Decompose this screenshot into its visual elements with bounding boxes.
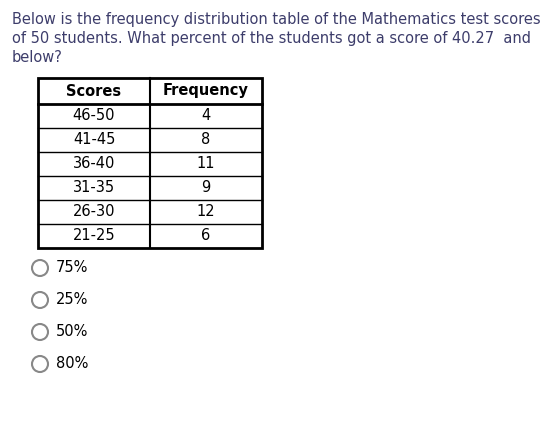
Text: 21-25: 21-25 xyxy=(73,228,116,244)
Text: below?: below? xyxy=(12,50,63,65)
Text: 31-35: 31-35 xyxy=(73,181,115,195)
Text: of 50 students. What percent of the students got a score of 40.27  and: of 50 students. What percent of the stud… xyxy=(12,31,531,46)
Circle shape xyxy=(32,260,48,276)
Text: 9: 9 xyxy=(201,181,210,195)
Text: 50%: 50% xyxy=(56,324,88,340)
Text: Frequency: Frequency xyxy=(163,83,249,99)
Circle shape xyxy=(32,324,48,340)
Text: 12: 12 xyxy=(196,204,215,220)
Text: 25%: 25% xyxy=(56,293,88,307)
Text: Below is the frequency distribution table of the Mathematics test scores: Below is the frequency distribution tabl… xyxy=(12,12,541,27)
Circle shape xyxy=(32,356,48,372)
Text: 75%: 75% xyxy=(56,260,88,276)
Text: Scores: Scores xyxy=(66,83,122,99)
Text: 80%: 80% xyxy=(56,357,88,371)
Circle shape xyxy=(32,292,48,308)
Text: 46-50: 46-50 xyxy=(73,108,116,124)
Text: 11: 11 xyxy=(197,156,215,172)
Bar xyxy=(38,78,262,248)
Text: 26-30: 26-30 xyxy=(73,204,116,220)
Text: 41-45: 41-45 xyxy=(73,133,115,147)
Text: 8: 8 xyxy=(201,133,210,147)
Text: 6: 6 xyxy=(201,228,210,244)
Text: 4: 4 xyxy=(201,108,210,124)
Text: 36-40: 36-40 xyxy=(73,156,115,172)
